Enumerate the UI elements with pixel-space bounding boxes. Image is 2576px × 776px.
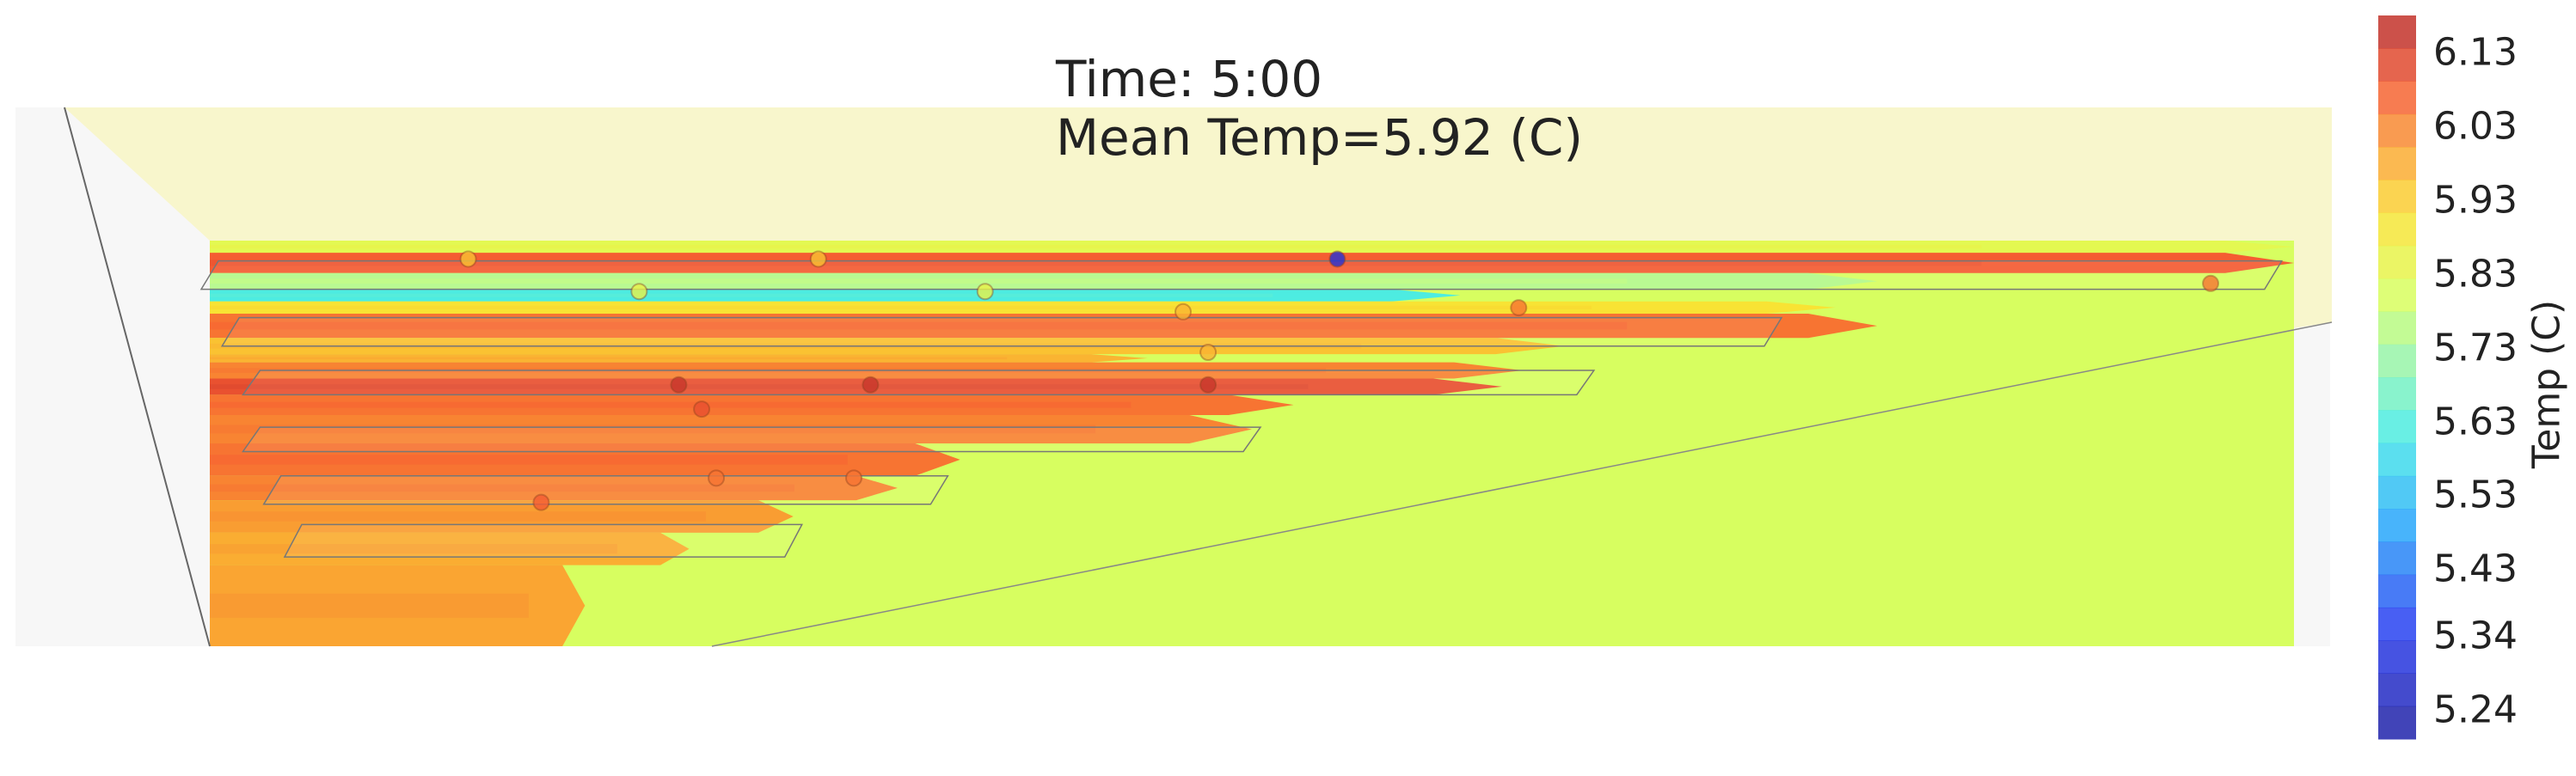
colorbar-segment [2378,180,2416,214]
shelf-outline [242,426,1262,453]
colorbar-segment [2378,541,2416,576]
shelf-outline [262,475,949,505]
colorbar-segment [2378,147,2416,180]
colorbar-tick-label: 5.93 [2433,178,2518,223]
sensor-point [459,250,477,268]
sensor-point [1199,344,1217,361]
colorbar-tick-label: 5.73 [2433,326,2518,370]
colorbar-segment [2378,113,2416,148]
colorbar-segment [2378,15,2416,49]
sensor-point [532,493,550,511]
temperature-field [210,241,2294,646]
sensor-point [1328,250,1346,268]
colorbar-segment [2378,607,2416,641]
sensor-point [693,400,711,419]
temp-stripe-core [210,357,1008,360]
temp-stripe-core [210,401,1132,408]
left-edge-line [64,107,211,647]
sensor-point [1175,302,1193,321]
shelf-outlines [199,260,2284,558]
colorbar-tick-label: 6.13 [2433,30,2518,75]
colorbar-segment [2378,640,2416,674]
colorbar-tick-label: 5.63 [2433,400,2518,444]
temp-stripe-core [210,244,1982,249]
colorbar-segment [2378,212,2416,247]
temp-stripe-core [210,511,706,522]
sensor-point [809,250,827,268]
colorbar-segment [2378,673,2416,707]
colorbar-tick-label: 5.43 [2433,547,2518,591]
temp-stripe-core [210,293,1273,297]
temp-stripe-core [210,425,1096,434]
sensor-point [845,469,863,487]
colorbar-segment [2378,475,2416,510]
sensor-point [670,376,688,394]
colorbar-segment [2378,509,2416,542]
temp-stripe-core [210,544,617,554]
sensor-point [2202,274,2220,292]
colorbar-tick-label: 5.34 [2433,614,2518,658]
colorbar-segment [2378,706,2416,740]
shelf-outline [220,316,1783,347]
shelf-outline [242,370,1596,396]
colorbar-label: Temp (C) [2524,299,2569,469]
colorbar-tick-label: 6.03 [2433,104,2518,149]
sensor-point [976,283,994,301]
colorbar-segment [2378,48,2416,82]
temp-stripe-core [210,484,794,492]
sensor-markers [459,250,2220,511]
temp-stripe-core [210,260,1982,266]
sensor-point [1510,299,1528,317]
temp-stripe-core [210,455,848,465]
colorbar-tick-label: 5.83 [2433,252,2518,296]
diagonal-line [711,321,2333,647]
sensor-point [862,376,880,394]
colorbar-segment [2378,410,2416,444]
temp-stripe-core [210,321,1628,330]
shelf-outline [283,523,803,558]
colorbar-segment [2378,574,2416,608]
colorbar-segment [2378,278,2416,312]
colorbar [2378,15,2416,740]
temp-stripe-core [210,305,1592,310]
chart-title-mean: Mean Temp=5.92 (C) [1056,108,1583,167]
colorbar-segment [2378,443,2416,477]
colorbar-segment [2378,245,2416,279]
colorbar-segment [2378,311,2416,345]
colorbar-segment [2378,344,2416,378]
sensor-point [708,469,726,487]
temp-stripe-core [210,593,529,618]
colorbar-segment [2378,81,2416,115]
sensor-point [1199,376,1217,394]
colorbar-segment [2378,377,2416,411]
sensor-point [630,283,648,301]
temp-stripe-core [210,384,1309,389]
shelf-outline [199,260,2284,290]
chart-title-time: Time: 5:00 [1056,50,1323,108]
temp-stripe-core [210,278,1628,284]
colorbar-tick-label: 5.53 [2433,473,2518,517]
colorbar-tick-label: 5.24 [2433,687,2518,732]
